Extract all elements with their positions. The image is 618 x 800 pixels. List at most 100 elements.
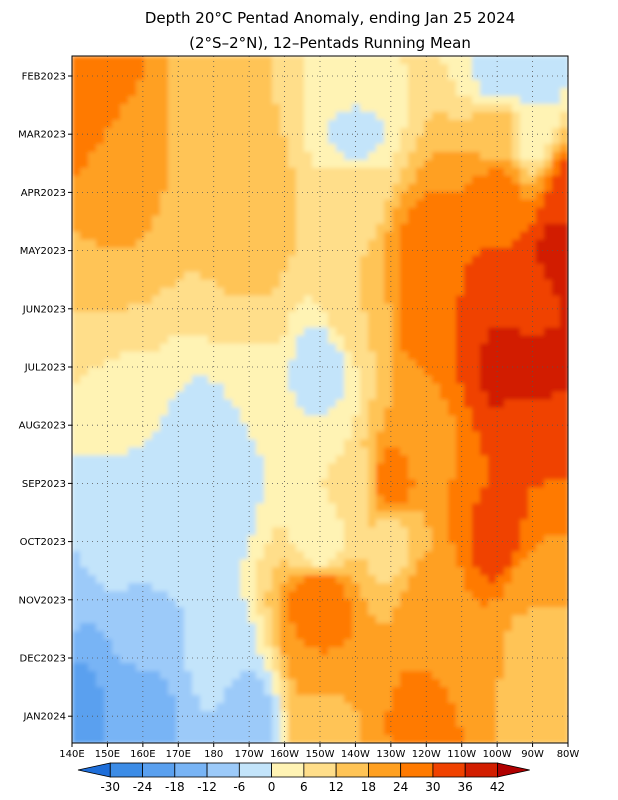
- field-cell: [296, 247, 305, 257]
- field-cell: [448, 511, 457, 521]
- field-cell: [552, 271, 561, 281]
- field-cell: [320, 119, 329, 129]
- field-cell: [344, 135, 353, 145]
- field-cell: [224, 111, 233, 121]
- field-cell: [472, 527, 481, 537]
- field-cell: [88, 439, 97, 449]
- field-cell: [520, 359, 529, 369]
- field-cell: [232, 159, 241, 169]
- field-cell: [520, 367, 529, 377]
- field-cell: [456, 63, 465, 73]
- field-cell: [72, 415, 81, 425]
- field-cell: [544, 479, 553, 489]
- field-cell: [280, 127, 289, 137]
- field-cell: [400, 263, 409, 273]
- field-cell: [232, 671, 241, 680]
- field-cell: [224, 287, 233, 297]
- field-cell: [104, 375, 113, 385]
- field-cell: [136, 279, 145, 289]
- field-cell: [136, 591, 145, 601]
- field-cell: [368, 559, 377, 569]
- field-cell: [472, 583, 481, 593]
- field-cell: [168, 56, 177, 65]
- field-cell: [448, 231, 457, 241]
- field-cell: [208, 423, 217, 433]
- field-cell: [184, 607, 193, 616]
- field-cell: [184, 543, 193, 553]
- field-cell: [184, 167, 193, 177]
- field-cell: [400, 287, 409, 297]
- field-cell: [336, 127, 345, 137]
- field-cell: [360, 183, 369, 193]
- field-cell: [304, 295, 313, 305]
- field-cell: [280, 423, 289, 433]
- field-cell: [216, 151, 225, 161]
- field-cell: [560, 647, 568, 656]
- field-cell: [128, 143, 137, 153]
- field-cell: [288, 583, 297, 593]
- field-cell: [336, 527, 345, 537]
- field-cell: [152, 495, 161, 505]
- field-cell: [144, 591, 153, 601]
- field-cell: [304, 119, 313, 129]
- field-cell: [256, 335, 265, 345]
- field-cell: [320, 487, 329, 497]
- field-cell: [544, 223, 553, 233]
- field-cell: [336, 199, 345, 209]
- field-cell: [552, 255, 561, 265]
- field-cell: [424, 87, 433, 97]
- field-cell: [480, 135, 489, 145]
- field-cell: [256, 159, 265, 169]
- field-cell: [488, 655, 497, 664]
- field-cell: [184, 295, 193, 305]
- field-cell: [424, 159, 433, 169]
- field-cell: [80, 567, 89, 577]
- field-cell: [184, 487, 193, 497]
- field-cell: [368, 375, 377, 385]
- field-cell: [96, 575, 105, 585]
- field-cell: [360, 375, 369, 385]
- field-cell: [192, 103, 201, 113]
- field-cell: [232, 199, 241, 209]
- field-cell: [472, 207, 481, 217]
- field-cell: [528, 375, 537, 385]
- field-cell: [144, 631, 153, 640]
- field-cell: [176, 103, 185, 113]
- field-cell: [160, 111, 169, 121]
- field-cell: [472, 455, 481, 465]
- field-cell: [120, 103, 129, 113]
- field-cell: [536, 343, 545, 353]
- field-cell: [336, 567, 345, 577]
- field-cell: [144, 183, 153, 193]
- field-cell: [224, 71, 233, 81]
- field-cell: [376, 103, 385, 113]
- field-cell: [208, 383, 217, 393]
- field-cell: [80, 151, 89, 161]
- field-cell: [352, 63, 361, 73]
- field-cell: [440, 551, 449, 561]
- field-cell: [400, 527, 409, 537]
- field-cell: [224, 303, 233, 313]
- field-cell: [72, 471, 81, 481]
- field-cell: [104, 175, 113, 185]
- field-cell: [264, 535, 273, 545]
- field-cell: [320, 71, 329, 81]
- field-cell: [288, 463, 297, 473]
- field-cell: [456, 199, 465, 209]
- field-cell: [384, 375, 393, 385]
- field-cell: [280, 119, 289, 129]
- field-cell: [408, 535, 417, 545]
- field-cell: [136, 647, 145, 656]
- field-cell: [480, 271, 489, 281]
- field-cell: [288, 191, 297, 201]
- field-cell: [312, 439, 321, 449]
- field-cell: [528, 207, 537, 217]
- field-cell: [144, 223, 153, 233]
- field-cell: [480, 543, 489, 553]
- field-cell: [488, 199, 497, 209]
- field-cell: [104, 447, 113, 457]
- field-cell: [448, 399, 457, 409]
- field-cell: [400, 103, 409, 113]
- field-cell: [88, 199, 97, 209]
- field-cell: [496, 423, 505, 433]
